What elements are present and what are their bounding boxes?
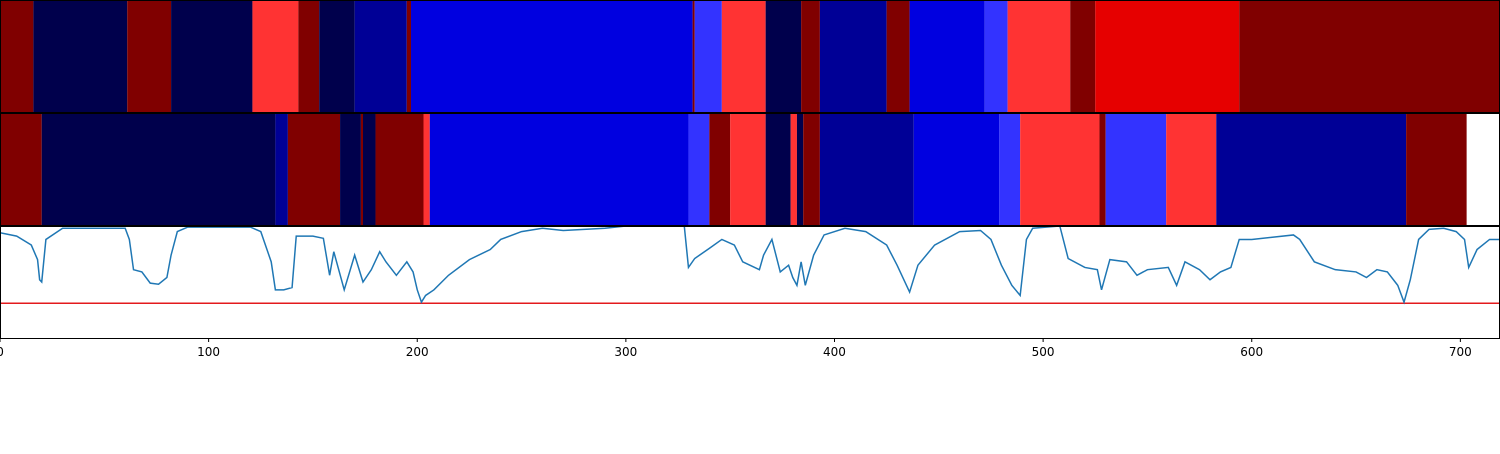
segment	[1095, 0, 1240, 112]
segment	[319, 0, 355, 112]
segment	[41, 113, 276, 225]
segment	[298, 0, 320, 112]
segment	[796, 113, 804, 225]
segment	[765, 0, 802, 112]
segment	[1020, 113, 1100, 225]
segment	[363, 113, 376, 225]
segment	[1166, 113, 1217, 225]
segment	[1007, 0, 1071, 112]
segment	[909, 0, 985, 112]
segment	[819, 0, 887, 112]
segment	[0, 113, 42, 225]
x-tick-label: 100	[197, 345, 220, 359]
segment	[790, 113, 797, 225]
segment	[709, 113, 731, 225]
x-tick-label: 300	[614, 345, 637, 359]
segment	[886, 0, 910, 112]
segment	[801, 0, 820, 112]
x-tick-label: 0	[0, 345, 4, 359]
segment	[692, 0, 695, 112]
segment	[423, 113, 430, 225]
segment	[375, 113, 424, 225]
segment	[694, 0, 722, 112]
x-tick-label: 500	[1032, 345, 1055, 359]
x-tick-label: 200	[406, 345, 429, 359]
x-tick-label: 600	[1240, 345, 1263, 359]
segment	[1406, 113, 1467, 225]
segment	[913, 113, 1000, 225]
segment	[33, 0, 128, 112]
segment	[171, 0, 253, 112]
segment	[765, 113, 791, 225]
signal-line	[0, 225, 1500, 305]
segment	[406, 0, 411, 112]
segment	[721, 0, 766, 112]
segment	[287, 113, 341, 225]
segment	[1105, 113, 1167, 225]
segment	[360, 113, 364, 225]
x-tick-label: 400	[823, 345, 846, 359]
x-tick-label: 700	[1449, 345, 1472, 359]
segment	[688, 113, 710, 225]
segment	[1070, 0, 1096, 112]
segment	[1216, 113, 1407, 225]
segment	[410, 0, 693, 112]
panel-frame	[0, 226, 1500, 339]
segment	[0, 0, 34, 112]
segment	[275, 113, 288, 225]
segment	[984, 0, 1008, 112]
segment	[252, 0, 299, 112]
segment	[1239, 0, 1500, 112]
segment	[803, 113, 820, 225]
segment	[819, 113, 914, 225]
segment	[730, 113, 766, 225]
segment	[429, 113, 689, 225]
segment	[354, 0, 407, 112]
segment	[1099, 113, 1106, 225]
segment	[127, 0, 172, 112]
segment	[999, 113, 1021, 225]
segment	[340, 113, 361, 225]
